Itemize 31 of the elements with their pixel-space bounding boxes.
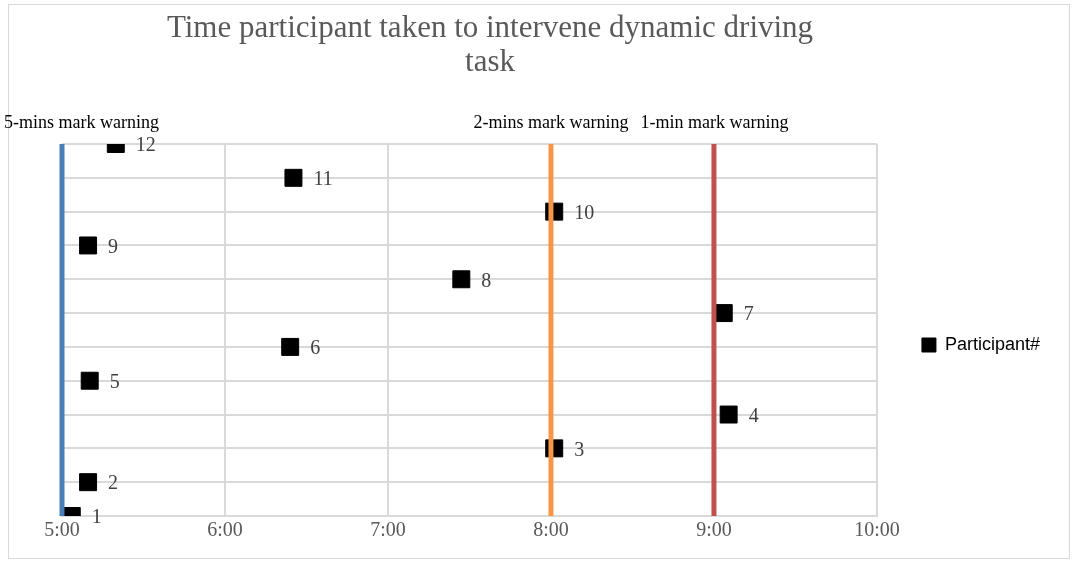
data-label: 2: [108, 471, 119, 494]
x-tick-label: 6:00: [207, 518, 243, 541]
data-label: 1: [91, 505, 102, 528]
chart-title: Time participant taken to intervene dynamic driving task: [165, 9, 815, 78]
point: [452, 270, 471, 289]
point: [281, 337, 300, 356]
x-tick-label: 7:00: [370, 518, 406, 541]
x-tick-label: 9:00: [696, 518, 732, 541]
point: [284, 168, 303, 187]
point: [79, 473, 98, 492]
point: [79, 236, 98, 255]
data-label: 6: [310, 336, 321, 359]
data-label: 8: [481, 268, 492, 291]
ref-line-label: 2-mins mark warning: [473, 111, 629, 132]
point: [80, 371, 99, 390]
legend-label: Participant#: [944, 333, 1041, 354]
data-label: 9: [108, 234, 119, 257]
data-label: 10: [574, 200, 595, 223]
ref-line-label: 5-mins mark warning: [4, 111, 159, 132]
point: [719, 405, 738, 424]
point: [714, 304, 733, 323]
data-label: 3: [574, 437, 585, 460]
data-label: 7: [743, 302, 754, 325]
x-tick-label: 8:00: [533, 518, 569, 541]
x-tick-label: 5:00: [44, 518, 80, 541]
ref-line-label: 1-min mark warning: [640, 111, 789, 132]
data-label: 4: [748, 403, 759, 426]
data-label: 11: [313, 167, 333, 190]
data-label: 5: [109, 369, 120, 392]
data-label: 12: [135, 133, 156, 156]
x-tick-label: 10:00: [854, 518, 900, 541]
